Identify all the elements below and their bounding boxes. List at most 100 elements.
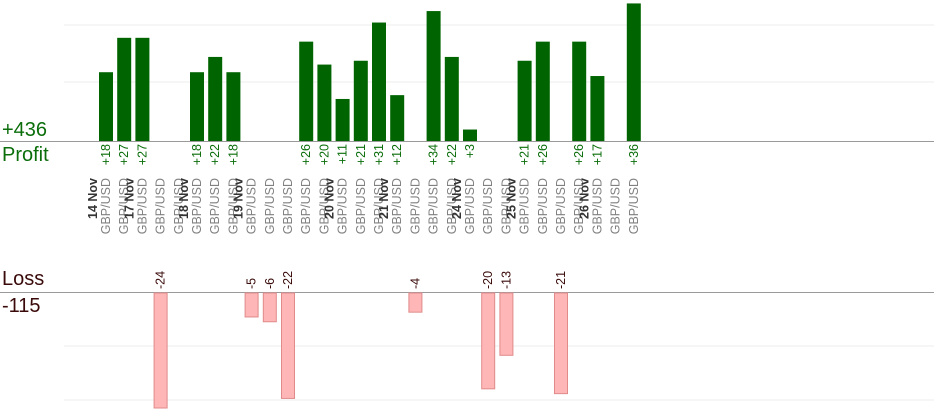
loss-value-label: -22 <box>281 271 295 289</box>
profit-value-label: +22 <box>445 144 459 165</box>
date-label: 14 Nov <box>86 178 100 219</box>
pair-label: GBP/USD <box>208 178 222 234</box>
pair-label: GBP/USD <box>372 178 386 234</box>
profit-value-label: +3 <box>463 144 477 158</box>
date-label: 24 Nov <box>450 178 464 219</box>
loss-bar <box>262 292 277 323</box>
profit-bar <box>299 41 314 142</box>
pair-label: GBP/USD <box>226 178 240 234</box>
date-label: 25 Nov <box>505 178 519 219</box>
loss-value-label: -4 <box>408 278 422 289</box>
pair-label: GBP/USD <box>354 178 368 234</box>
loss-bar <box>481 292 496 390</box>
date-label: 21 Nov <box>377 178 391 219</box>
profit-bar <box>317 64 332 141</box>
profit-bar <box>99 72 113 141</box>
profit-value-label: +21 <box>518 144 532 165</box>
profit-value-label: +36 <box>627 144 641 165</box>
pair-label: GBP/USD <box>499 178 513 234</box>
pair-label: GBP/USD <box>518 178 532 234</box>
pair-label: GBP/USD <box>263 178 277 234</box>
profit-bar <box>426 11 441 142</box>
pair-label: GBP/USD <box>590 178 604 234</box>
profit-value-label: +31 <box>372 144 386 165</box>
date-label: 18 Nov <box>177 178 191 219</box>
date-label: 19 Nov <box>232 178 246 219</box>
profit-value-label: +34 <box>427 144 441 165</box>
loss-bar <box>499 292 514 356</box>
pair-label: GBP/USD <box>99 178 113 234</box>
profit-value-label: +26 <box>536 144 550 165</box>
profit-bar <box>463 129 477 141</box>
pair-label: GBP/USD <box>190 178 204 234</box>
pair-label: GBP/USD <box>609 178 623 234</box>
pair-label: GBP/USD <box>336 178 350 234</box>
profit-bar <box>226 72 241 141</box>
loss-bar <box>244 292 259 318</box>
pair-label: GBP/USD <box>299 178 313 234</box>
pair-label: GBP/USD <box>172 178 186 234</box>
pair-label: GBP/USD <box>117 178 131 234</box>
profit-value-label: +18 <box>99 144 113 165</box>
pair-label: GBP/USD <box>572 178 586 234</box>
profit-bar <box>572 41 587 142</box>
profit-bar <box>444 56 459 141</box>
profit-bar <box>190 72 204 141</box>
profit-total: +436 <box>2 119 48 141</box>
profit-value-label: +18 <box>190 144 204 165</box>
profit-bar <box>372 22 386 142</box>
profit-value-label: +26 <box>299 144 313 165</box>
profit-label: Profit <box>2 144 49 166</box>
loss-value-label: -5 <box>245 278 259 289</box>
pair-label: GBP/USD <box>281 178 295 234</box>
pair-label: GBP/USD <box>390 178 404 234</box>
profit-value-label: +26 <box>572 144 586 165</box>
loss-bar <box>554 292 568 395</box>
profit-bar <box>517 60 532 141</box>
profit-value-label: +11 <box>336 144 350 164</box>
loss-value-label: -13 <box>499 271 513 289</box>
profit-value-label: +22 <box>208 144 222 165</box>
profit-bar <box>135 37 150 142</box>
pair-label: GBP/USD <box>627 178 641 234</box>
profit-value-label: +17 <box>590 144 604 165</box>
pair-label: GBP/USD <box>463 178 477 234</box>
profit-value-label: +27 <box>117 144 131 165</box>
profit-bar <box>117 37 132 142</box>
pair-label: GBP/USD <box>245 178 259 234</box>
loss-bar <box>281 292 295 399</box>
profit-value-label: +27 <box>135 144 149 165</box>
profit-value-label: +20 <box>317 144 331 165</box>
profit-bar <box>353 60 368 141</box>
loss-label: Loss <box>2 268 45 290</box>
profit-bar <box>535 41 550 142</box>
profit-bar <box>626 3 641 141</box>
loss-value-label: -6 <box>263 278 277 289</box>
profit-value-label: +18 <box>226 144 240 165</box>
profit-bar <box>335 98 350 141</box>
loss-bar <box>408 292 423 313</box>
profit-bar <box>590 76 605 141</box>
pair-label: GBP/USD <box>536 178 550 234</box>
pair-label: GBP/USD <box>481 178 495 234</box>
profit-bar <box>390 95 405 141</box>
date-label: 17 Nov <box>122 178 136 219</box>
pair-label: GBP/USD <box>427 178 441 234</box>
profit-value-label: +21 <box>354 144 368 165</box>
loss-value-label: -24 <box>154 271 168 289</box>
pair-label: GBP/USD <box>445 178 459 234</box>
pair-label: GBP/USD <box>554 178 568 234</box>
date-label: 20 Nov <box>323 178 337 219</box>
loss-value-label: -20 <box>481 271 495 289</box>
pair-label: GBP/USD <box>135 178 149 234</box>
pair-label: GBP/USD <box>408 178 422 234</box>
profit-bar <box>208 56 223 141</box>
date-label: 26 Nov <box>577 178 591 219</box>
pair-label: GBP/USD <box>317 178 331 234</box>
loss-value-label: -21 <box>554 271 568 289</box>
loss-total: -115 <box>2 295 41 317</box>
profit-value-label: +12 <box>390 144 404 165</box>
pair-label: GBP/USD <box>154 178 168 234</box>
loss-bar <box>153 292 168 409</box>
